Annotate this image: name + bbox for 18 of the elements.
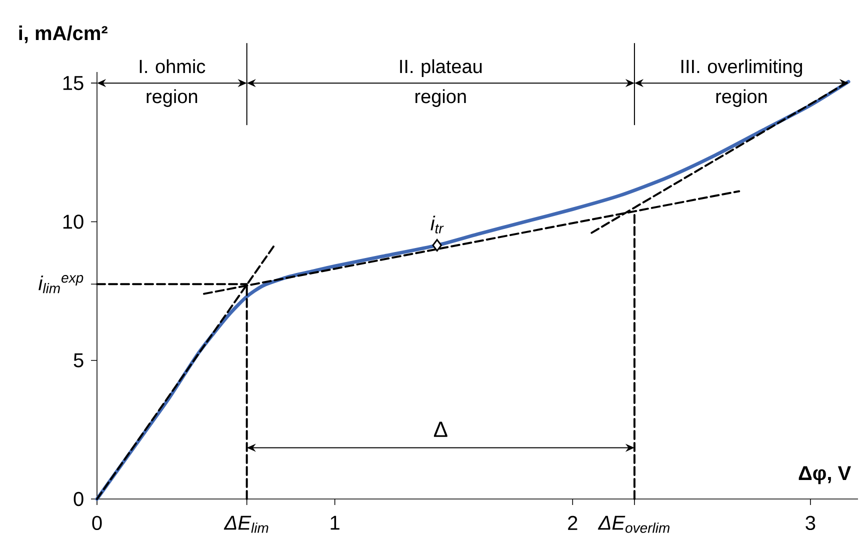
annotation: III. overlimiting region (681, 59, 802, 107)
x-tick-label: ΔE$_{lim}$ (224, 516, 268, 533)
x-tick-label: 2 (568, 516, 578, 530)
y-axis-title: i, mA/cm² (19, 26, 108, 44)
annotation: I. ohmic region (140, 59, 206, 107)
x-tick-label: 0 (92, 516, 102, 530)
y-tick-label: i$_{lim}$exp (38, 275, 84, 294)
x-tick-label: 3 (806, 516, 816, 530)
y-tick-label: 5 (74, 353, 84, 368)
x-axis-title: Δφ, V (798, 466, 851, 484)
annotation: i$_{tr}$ (430, 216, 444, 234)
annotation: Δ (434, 422, 448, 437)
x-tick-label: ΔE$_{overlim}$ (598, 516, 670, 533)
annotation: II. plateau region (400, 59, 482, 107)
y-tick-label: 0 (74, 492, 84, 506)
x-tick-label: 1 (330, 516, 340, 530)
y-tick-label: 10 (63, 214, 84, 229)
y-tick-label: 15 (63, 76, 84, 90)
